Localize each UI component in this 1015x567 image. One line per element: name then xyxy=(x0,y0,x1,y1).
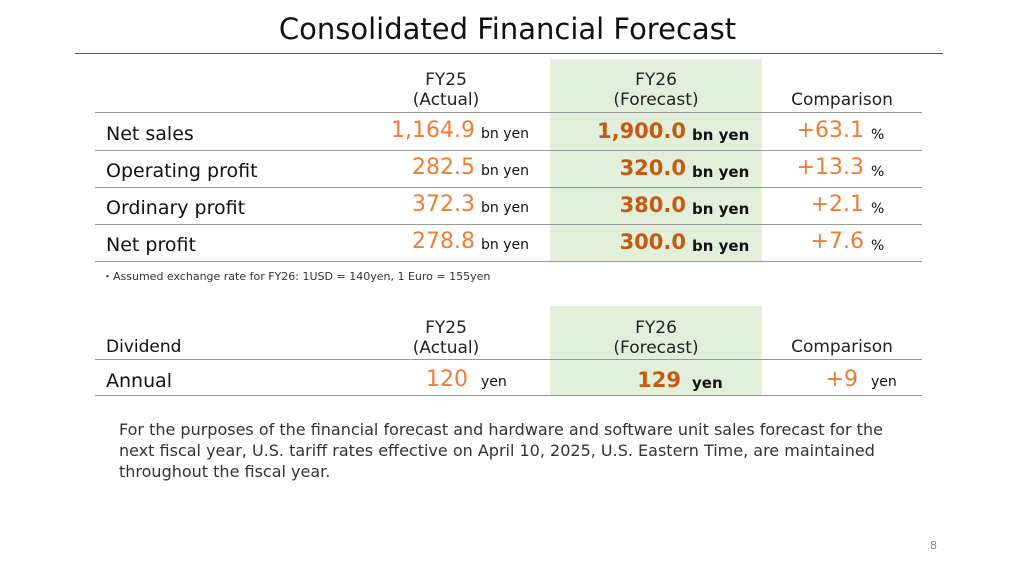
fy25-unit: bn yen xyxy=(481,163,529,179)
comparison-header: Comparison xyxy=(791,337,893,357)
fy25-unit: bn yen xyxy=(481,200,529,216)
fy25-unit: yen xyxy=(481,374,507,390)
divider xyxy=(95,224,922,225)
fy26-value: 380.0 xyxy=(619,193,686,217)
fy25-value: 282.5 xyxy=(412,155,475,180)
comparison-unit: yen xyxy=(871,374,897,390)
row-label: Operating profit xyxy=(106,160,258,182)
comparison-unit: % xyxy=(871,238,885,254)
divider xyxy=(95,261,922,262)
fy25-value: 120 xyxy=(426,367,468,392)
comparison-value: +63.1 xyxy=(796,118,864,143)
comparison-value: +7.6 xyxy=(810,229,864,254)
divider xyxy=(95,359,922,360)
fy26-unit: bn yen xyxy=(692,126,750,144)
comparison-header: Comparison xyxy=(791,90,893,110)
comparison-value: +9 xyxy=(825,367,858,392)
fy25-header: FY25 (Actual) xyxy=(412,70,480,110)
fy26-header: FY26 (Forecast) xyxy=(613,70,699,110)
divider xyxy=(95,112,922,113)
comparison-value: +13.3 xyxy=(796,155,864,180)
comparison-unit: % xyxy=(871,201,885,217)
fy26-header: FY26 (Forecast) xyxy=(613,318,699,358)
page-number: 8 xyxy=(930,539,937,552)
fy26-unit: bn yen xyxy=(692,163,750,181)
row-label: Net sales xyxy=(106,123,194,145)
dividend-header: Dividend xyxy=(106,337,182,357)
fy26-unit: bn yen xyxy=(692,200,750,218)
tariff-assumption-text: For the purposes of the financial foreca… xyxy=(119,420,883,481)
fy26-unit: bn yen xyxy=(692,237,750,255)
comparison-unit: % xyxy=(871,164,885,180)
page-title: Consolidated Financial Forecast xyxy=(278,12,737,46)
fy26-value: 1,900.0 xyxy=(596,119,686,143)
divider xyxy=(95,395,922,396)
fy26-value: 129 xyxy=(637,368,681,392)
comparison-unit: % xyxy=(871,127,885,143)
exchange-rate-note: ・Assumed exchange rate for FY26: 1USD = … xyxy=(102,270,491,283)
fy25-value: 278.8 xyxy=(412,229,475,254)
divider xyxy=(95,150,922,151)
forecast-column-highlight xyxy=(550,306,762,395)
forecast-column-highlight xyxy=(550,59,762,262)
divider xyxy=(95,187,922,188)
row-label: Ordinary profit xyxy=(106,197,246,219)
row-label: Net profit xyxy=(106,234,196,256)
fy26-value: 320.0 xyxy=(619,156,686,180)
fy25-unit: bn yen xyxy=(481,126,529,142)
fy25-value: 372.3 xyxy=(412,192,475,217)
fy25-header: FY25 (Actual) xyxy=(412,318,480,358)
fy26-value: 300.0 xyxy=(619,230,686,254)
comparison-value: +2.1 xyxy=(810,192,864,217)
title-divider xyxy=(75,53,943,54)
fy26-unit: yen xyxy=(692,374,723,392)
fy25-unit: bn yen xyxy=(481,237,529,253)
row-label: Annual xyxy=(106,370,173,392)
fy25-value: 1,164.9 xyxy=(391,118,475,143)
